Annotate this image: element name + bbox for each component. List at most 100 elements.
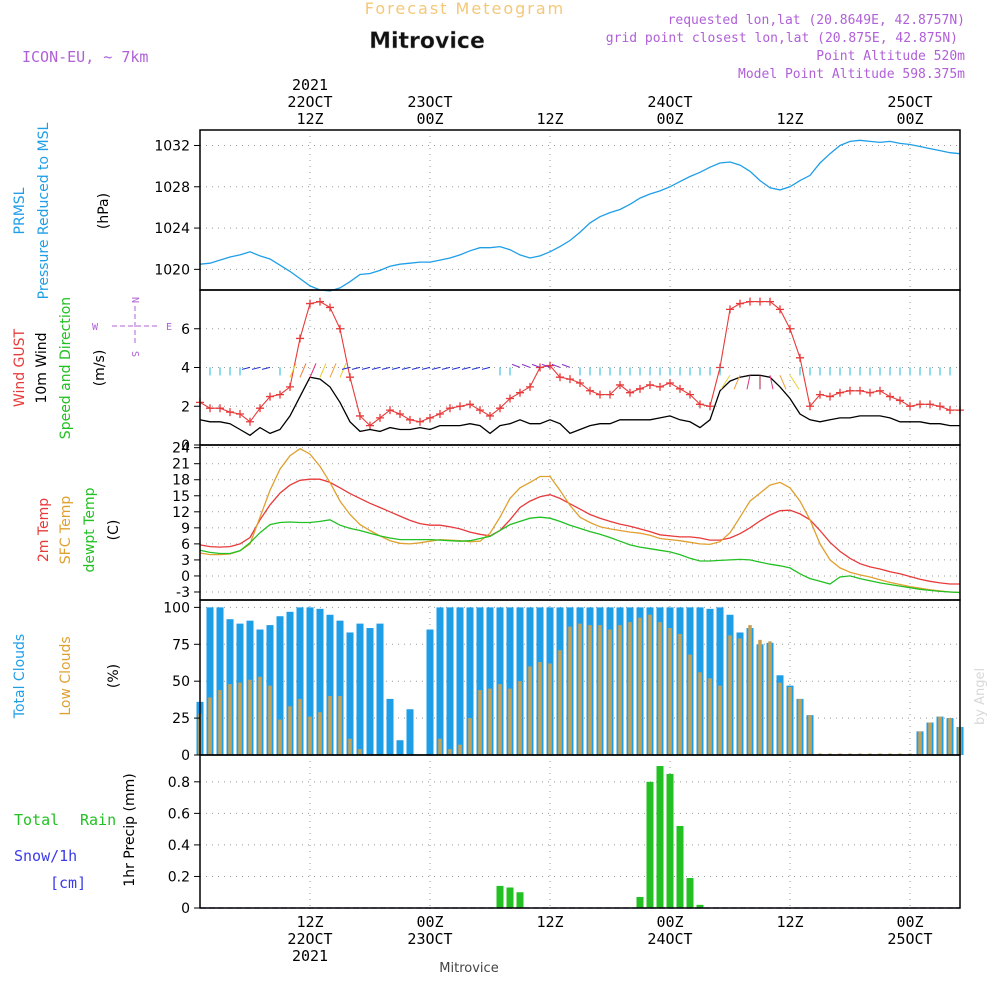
- clouds-tick-label: 50: [172, 674, 190, 690]
- wind-direction-arrow: [251, 366, 261, 370]
- total-cloud-bar: [406, 709, 414, 755]
- low-cloud-bar: [708, 678, 712, 755]
- pressure-tick-label: 1020: [154, 262, 190, 278]
- wind-gust-point: [836, 388, 844, 397]
- low-cloud-bar: [448, 749, 452, 755]
- wind-direction-arrow: [451, 366, 461, 370]
- wind-gust-point: [646, 380, 654, 389]
- clouds-label-2: Low Clouds: [58, 636, 74, 715]
- low-cloud-bar: [568, 626, 572, 755]
- model-altitude: Model Point Altitude 598.375m: [738, 67, 965, 82]
- low-cloud-bar: [458, 744, 462, 755]
- total-cloud-bar: [286, 611, 294, 755]
- low-cloud-bar: [948, 718, 952, 755]
- low-cloud-bar: [648, 614, 652, 755]
- precip-tick-label: 0: [181, 901, 190, 917]
- wind-gust-line: [199, 301, 960, 427]
- low-cloud-bar: [758, 639, 762, 755]
- wind-direction-arrow: [779, 375, 787, 390]
- wind-direction-arrow: [309, 363, 317, 378]
- low-cloud-bar: [728, 635, 732, 755]
- low-cloud-bar: [698, 672, 702, 755]
- rain-bar: [676, 825, 684, 908]
- total-cloud-bar: [456, 607, 464, 755]
- wind-direction-arrow: [319, 363, 327, 378]
- wind-direction-arrow: [769, 375, 774, 390]
- wind-gust-point: [786, 324, 794, 333]
- wind-gust-point: [686, 390, 694, 399]
- temp-tick-label: 15: [172, 489, 190, 505]
- credit: by Angel: [973, 668, 988, 725]
- total-cloud-bar: [506, 607, 514, 755]
- low-cloud-bar: [808, 715, 812, 755]
- total-cloud-bar: [336, 620, 344, 755]
- wind-gust-point: [586, 386, 594, 395]
- requested-coords: requested lon,lat (20.8649E, 42.8757N): [668, 13, 965, 28]
- footer-location: Mitrovice: [439, 961, 498, 976]
- bottom-time-label: 25OCT: [887, 930, 932, 948]
- bottom-time-label: 23OCT: [407, 930, 452, 948]
- wind-gust-point: [566, 375, 574, 384]
- total-cloud-bar: [276, 616, 284, 755]
- wind-gust-point: [556, 373, 564, 382]
- low-cloud-bar: [248, 679, 252, 755]
- wind-direction-arrow: [521, 363, 531, 368]
- rain-bar: [506, 887, 514, 908]
- wind-gust-point: [206, 404, 214, 413]
- low-cloud-bar: [588, 625, 592, 755]
- low-cloud-bar: [788, 687, 792, 755]
- low-cloud-bar: [488, 688, 492, 755]
- low-cloud-bar: [328, 695, 332, 755]
- wind-gust-point: [896, 396, 904, 405]
- low-cloud-bar: [538, 662, 542, 755]
- bottom-time-label: 00Z: [896, 913, 923, 931]
- wind-gust-point: [636, 384, 644, 393]
- wind-direction-arrow: [411, 366, 421, 370]
- pressure-unit: (hPa): [96, 193, 112, 229]
- wind-direction-arrow: [541, 363, 551, 368]
- total-cloud-bar: [206, 607, 214, 755]
- low-cloud-bar: [228, 684, 232, 755]
- rain-bar: [686, 878, 694, 908]
- data-layer: [196, 139, 964, 909]
- wind-gust-point: [286, 382, 294, 391]
- wind-unit: (m/s): [92, 350, 108, 387]
- low-cloud-bar: [258, 676, 262, 755]
- temp-tick-label: 0: [181, 569, 190, 585]
- wind-gust-point: [366, 421, 374, 430]
- temp-tick-label: 12: [172, 505, 190, 521]
- top-time-label: 00Z: [416, 110, 443, 128]
- frame-layer: 10201024102810320246-3036912151821240255…: [154, 76, 961, 965]
- low-cloud-bar: [638, 617, 642, 755]
- low-cloud-bar: [308, 716, 312, 755]
- total-cloud-bar: [486, 607, 494, 755]
- precip-label-rain: Rain: [80, 811, 116, 829]
- temp-unit: (C): [106, 520, 122, 541]
- rain-bar: [636, 896, 644, 908]
- low-cloud-bar: [318, 712, 322, 755]
- wind-gust-point: [396, 410, 404, 418]
- wind-gust-point: [446, 404, 454, 413]
- bottom-time-label: 00Z: [656, 913, 683, 931]
- wind-gust-point: [616, 380, 624, 389]
- wind-direction-arrow: [299, 363, 307, 378]
- temp-series-1-line: [199, 447, 961, 594]
- wind-gust-point: [346, 373, 354, 382]
- top-time-label: 23OCT: [407, 93, 452, 111]
- wind-direction-arrow: [441, 366, 451, 370]
- wind-gust-point: [626, 388, 634, 397]
- wind-gust-point: [946, 406, 954, 415]
- wind-gust-point: [936, 402, 944, 411]
- wind-gust-point: [426, 413, 434, 422]
- wind-direction-arrow: [391, 366, 401, 370]
- total-cloud-bar: [316, 608, 324, 755]
- bottom-time-label: 24OCT: [647, 930, 692, 948]
- clouds-label-1: Total Clouds: [12, 634, 28, 719]
- wind-gust-point: [316, 297, 324, 306]
- bottom-time-label: 12Z: [296, 913, 323, 931]
- wind-gust-point: [476, 406, 484, 415]
- compass: N S W E: [92, 297, 172, 357]
- total-cloud-bar: [346, 632, 354, 755]
- wind-tick-label: 2: [181, 399, 190, 415]
